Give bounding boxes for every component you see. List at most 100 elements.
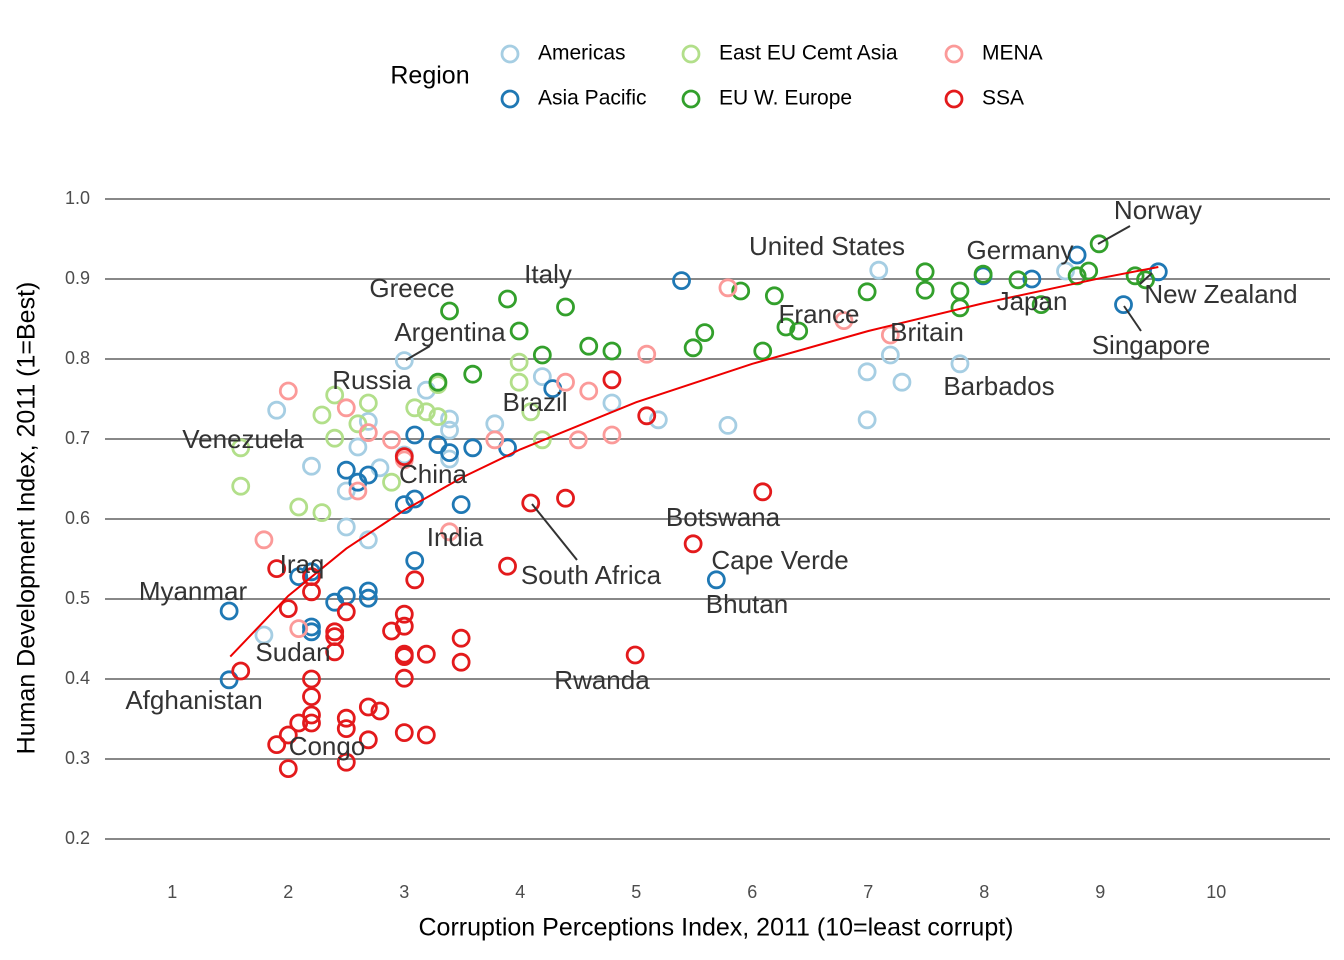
point — [267, 400, 287, 420]
annotation: Brazil — [502, 387, 567, 417]
x-tick-label: 9 — [1095, 882, 1105, 902]
legend-label: SSA — [982, 87, 1024, 110]
leader-line — [405, 345, 431, 361]
point — [231, 438, 251, 458]
legend-marker — [500, 44, 520, 64]
annotation: Cape Verde — [711, 545, 848, 575]
point — [869, 260, 889, 280]
x-tick-label: 1 — [167, 882, 177, 902]
x-tick-label: 8 — [979, 882, 989, 902]
x-tick-label: 10 — [1206, 882, 1226, 902]
point — [973, 264, 993, 284]
point — [358, 730, 378, 750]
point — [1022, 269, 1042, 289]
y-tick-label: 0.7 — [65, 428, 90, 448]
y-tick-label: 0.2 — [65, 828, 90, 848]
point — [325, 642, 345, 662]
point — [440, 522, 459, 542]
legend-marker — [500, 89, 520, 109]
legend-title: Region — [390, 62, 469, 90]
y-tick-label: 1.0 — [65, 188, 90, 208]
point — [440, 420, 459, 440]
legend-marker — [681, 44, 701, 64]
point — [532, 345, 552, 365]
legend-label: East EU Cemt Asia — [719, 42, 898, 65]
annotation: Bhutan — [706, 589, 788, 619]
annotation: India — [427, 522, 484, 552]
point — [521, 493, 541, 513]
point — [532, 430, 552, 450]
point — [278, 725, 298, 745]
point — [336, 517, 356, 537]
annotation: Italy — [524, 259, 572, 289]
point — [485, 414, 505, 434]
y-tick-label: 0.5 — [65, 588, 90, 608]
point — [336, 708, 356, 728]
fit-line — [229, 266, 1159, 658]
point — [278, 381, 298, 401]
point — [532, 367, 552, 387]
annotation: Rwanda — [554, 665, 650, 695]
point — [1008, 270, 1028, 290]
point — [336, 602, 356, 622]
point — [302, 713, 321, 733]
point — [625, 645, 645, 665]
point — [428, 407, 448, 427]
x-tick-label: 5 — [631, 882, 641, 902]
point — [602, 425, 622, 445]
point — [950, 281, 970, 301]
y-axis-title: Human Development Index, 2011 (1=Best) — [13, 282, 41, 755]
point — [358, 581, 378, 601]
point — [358, 697, 378, 717]
point — [348, 414, 368, 434]
point — [1089, 234, 1109, 254]
x-tick-label: 2 — [283, 882, 293, 902]
annotation: South Africa — [521, 560, 662, 590]
point — [254, 530, 274, 550]
point — [753, 482, 773, 502]
y-tick-label: 0.4 — [65, 668, 90, 688]
point — [302, 456, 321, 476]
annotation: Germany — [967, 235, 1074, 265]
point — [789, 321, 809, 341]
point — [556, 488, 575, 508]
point — [302, 622, 321, 642]
point — [405, 425, 425, 445]
annotation: Japan — [997, 286, 1068, 316]
point — [753, 341, 773, 361]
point — [648, 410, 668, 430]
annotation: Congo — [289, 731, 366, 761]
point — [637, 344, 657, 364]
point — [231, 476, 251, 496]
point — [358, 588, 378, 608]
point — [394, 351, 414, 371]
point — [880, 325, 900, 345]
point — [267, 559, 287, 578]
point — [336, 752, 356, 772]
y-tick-label: 0.3 — [65, 748, 90, 768]
annotation: China — [399, 459, 467, 489]
point — [602, 370, 622, 390]
point — [394, 668, 414, 688]
point — [1079, 261, 1099, 281]
point — [440, 449, 459, 469]
annotation: Russia — [332, 365, 412, 395]
annotation: Venezuela — [182, 424, 304, 454]
point — [731, 281, 751, 301]
leader-line — [1139, 272, 1153, 285]
point — [463, 364, 483, 384]
annotation: Norway — [1114, 195, 1202, 225]
point — [336, 719, 356, 738]
legend-marker — [944, 44, 964, 64]
point — [405, 398, 425, 418]
point — [416, 402, 436, 422]
point — [254, 625, 274, 645]
legend-label: EU W. Europe — [719, 87, 852, 110]
point — [463, 438, 483, 458]
point — [1136, 270, 1155, 290]
x-tick-label: 4 — [515, 882, 525, 902]
point — [289, 619, 309, 638]
point — [718, 415, 738, 435]
point — [915, 262, 935, 282]
